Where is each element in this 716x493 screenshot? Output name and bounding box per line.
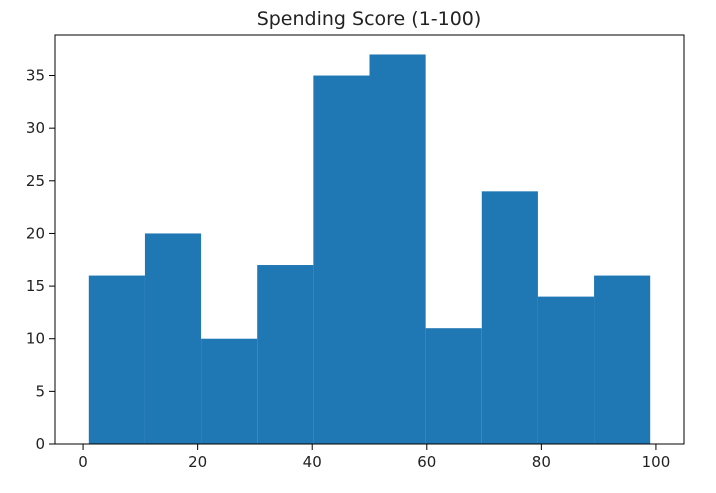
- histogram-bar: [369, 54, 426, 444]
- y-tick-label: 5: [35, 382, 45, 400]
- bars-group: [88, 54, 651, 445]
- y-tick-label: 25: [26, 172, 45, 190]
- x-tick-label: 60: [417, 453, 436, 471]
- x-tick-label: 0: [78, 453, 88, 471]
- histogram-bar: [144, 233, 202, 444]
- histogram-bar: [257, 265, 314, 444]
- chart-title: Spending Score (1-100): [257, 8, 482, 30]
- y-tick-label: 0: [35, 435, 45, 453]
- y-tick-label: 35: [26, 67, 45, 85]
- y-axis-ticks: 0 5 10 15 20 25 30 35: [26, 67, 55, 453]
- x-tick-label: 80: [532, 453, 551, 471]
- y-tick-label: 20: [26, 224, 45, 242]
- histogram-bar: [201, 338, 258, 444]
- y-tick-label: 10: [26, 330, 45, 348]
- histogram-bar: [537, 296, 595, 444]
- y-tick-label: 30: [26, 119, 45, 137]
- plot-frame: [54, 34, 685, 445]
- x-tick-label: 40: [303, 453, 322, 471]
- y-tick-label: 15: [26, 277, 45, 295]
- histogram-bar: [481, 191, 538, 444]
- x-tick-label: 100: [642, 453, 671, 471]
- histogram-bar: [425, 328, 482, 444]
- histogram-bar: [88, 275, 145, 444]
- histogram-bar: [594, 275, 651, 444]
- x-tick-label: 20: [188, 453, 207, 471]
- histogram-bar: [313, 75, 370, 445]
- x-axis-ticks: 0 20 40 60 80 100: [78, 444, 670, 471]
